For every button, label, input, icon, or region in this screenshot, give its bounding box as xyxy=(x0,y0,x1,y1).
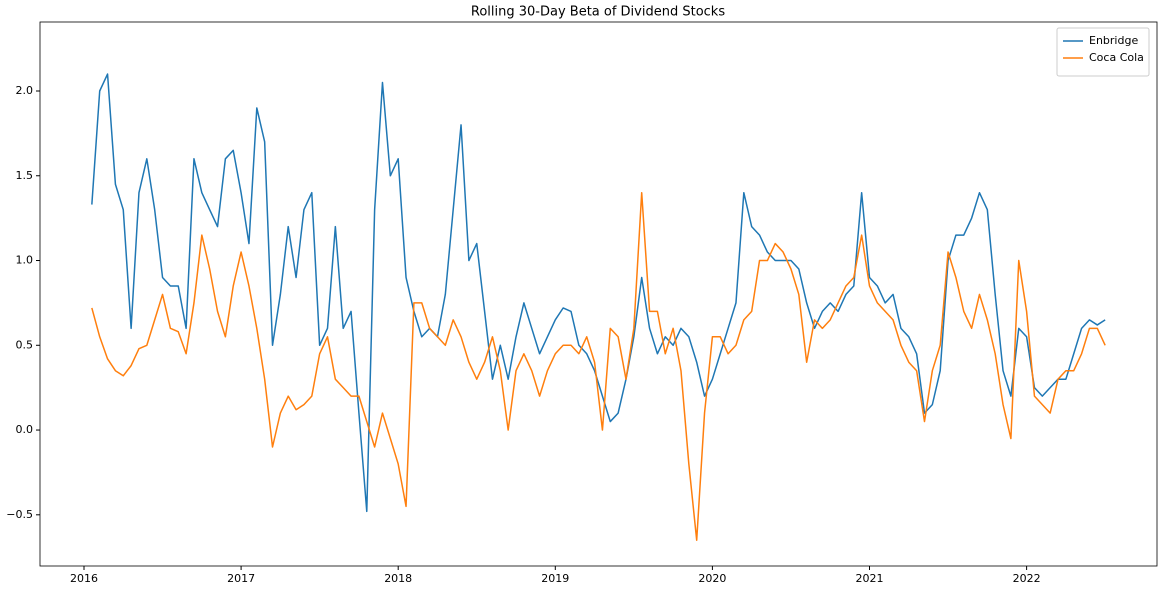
legend-label: Enbridge xyxy=(1089,34,1138,47)
y-tick-label: 0.5 xyxy=(16,338,34,351)
chart-title: Rolling 30-Day Beta of Dividend Stocks xyxy=(471,5,725,20)
legend-label: Coca Cola xyxy=(1089,51,1144,64)
y-tick-label: −0.5 xyxy=(6,508,33,521)
series-line xyxy=(91,191,1106,541)
x-tick-label: 2020 xyxy=(698,572,726,585)
y-tick-label: 1.5 xyxy=(16,169,34,182)
x-tick-label: 2022 xyxy=(1013,572,1041,585)
x-tick-label: 2019 xyxy=(541,572,569,585)
y-tick-label: 0.0 xyxy=(16,423,34,436)
series-line xyxy=(91,73,1106,513)
plot-frame xyxy=(39,21,1158,567)
x-tick-label: 2018 xyxy=(384,572,412,585)
y-tick-label: 1.0 xyxy=(16,254,34,267)
x-tick-label: 2017 xyxy=(227,572,255,585)
legend-box xyxy=(1056,27,1150,77)
x-tick-label: 2021 xyxy=(856,572,884,585)
y-tick-label: 2.0 xyxy=(16,84,34,97)
x-tick-label: 2016 xyxy=(70,572,98,585)
